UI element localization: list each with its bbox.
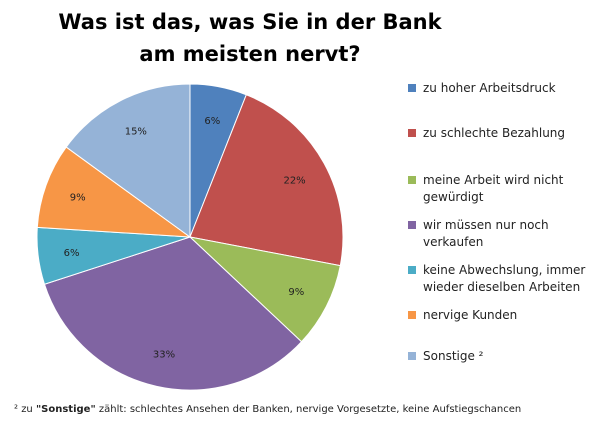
legend-swatch-6 bbox=[408, 352, 416, 360]
slice-label-4: 6% bbox=[64, 248, 80, 259]
legend-label-0: zu hoher Arbeitsdruck bbox=[423, 81, 556, 95]
pie-slice-3 bbox=[43, 236, 303, 391]
legend-label-4: keine Abwechslung, immer wieder dieselbe… bbox=[423, 263, 586, 294]
footnote-bold: "Sonstige" bbox=[35, 404, 96, 415]
chart-title: Was ist das, was Sie in der Bank am meis… bbox=[58, 10, 442, 66]
pie-slice-2 bbox=[188, 236, 341, 343]
footnote-text: zählt: schlechtes Ansehen der Banken, ne… bbox=[95, 404, 522, 415]
legend-swatch-0 bbox=[408, 84, 416, 92]
pie-slice-1 bbox=[189, 94, 344, 267]
slice-label-2: 9% bbox=[288, 287, 304, 298]
legend-label-6: Sonstige ² bbox=[423, 349, 484, 363]
footnote: ² zu "Sonstige" zählt: schlechtes Ansehe… bbox=[14, 403, 594, 417]
legend-swatch-3 bbox=[408, 221, 416, 229]
legend-label-5: nervige Kunden bbox=[423, 308, 518, 322]
legend-label-1: zu schlechte Bezahlung bbox=[423, 126, 566, 140]
legend-swatch-2 bbox=[408, 176, 416, 184]
footnote-prefix: ² zu bbox=[14, 404, 36, 415]
legend-swatch-4 bbox=[408, 266, 416, 274]
slice-label-5: 9% bbox=[70, 193, 86, 204]
pie-slice-6 bbox=[65, 83, 191, 238]
legend-swatch-5 bbox=[408, 311, 416, 319]
pie-slice-5 bbox=[36, 146, 192, 238]
slice-label-3: 33% bbox=[153, 349, 175, 360]
legend-label-2: meine Arbeit wird nicht gewürdigt bbox=[423, 173, 564, 204]
slice-label-0: 6% bbox=[204, 116, 220, 127]
legend-swatch-1 bbox=[408, 129, 416, 137]
legend-label-3: wir müssen nur noch verkaufen bbox=[423, 218, 549, 249]
slice-label-1: 22% bbox=[283, 176, 305, 187]
slice-label-6: 15% bbox=[125, 127, 147, 138]
